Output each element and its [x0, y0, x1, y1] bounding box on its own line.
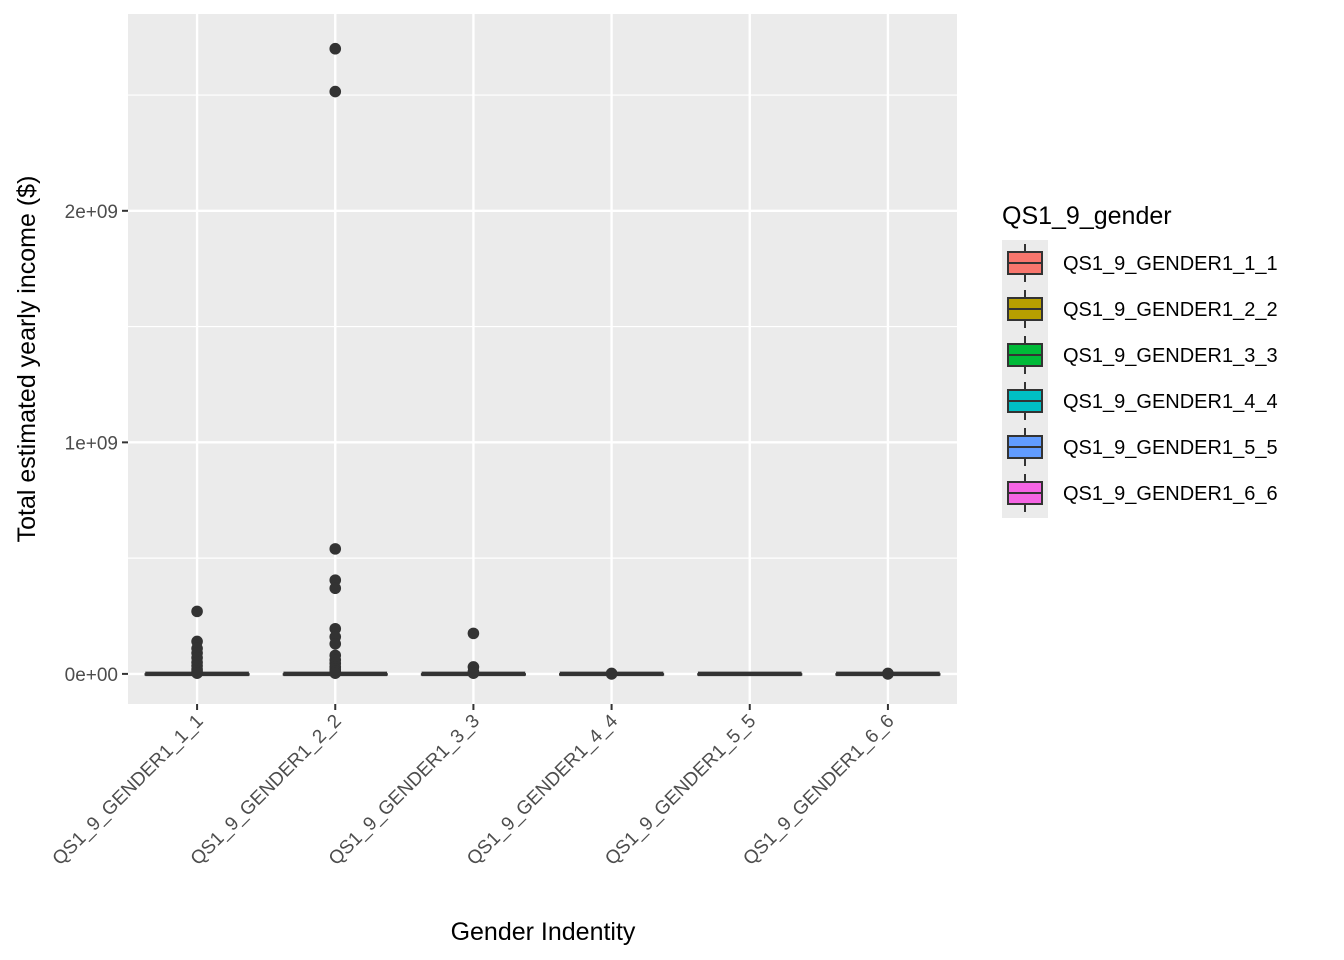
outlier-point — [191, 605, 203, 618]
outlier-point — [329, 85, 342, 98]
legend: QS1_9_gender QS1_9_GENDER1_1_1 QS1_9_GEND… — [1002, 202, 1278, 518]
y-tick-label: 2e+09 — [65, 202, 118, 223]
outlier-point — [605, 668, 618, 680]
legend-key — [1007, 428, 1043, 466]
outlier-point — [329, 42, 342, 55]
grid-major — [128, 14, 957, 704]
x-tick-label: QS1_9_GENDER1_3_3 — [325, 711, 484, 870]
panel-background — [128, 14, 957, 704]
outlier-layer — [191, 42, 894, 680]
x-tick-label: QS1_9_GENDER1_2_2 — [187, 711, 346, 870]
y-axis: 0e+00 1e+09 2e+09 — [65, 202, 128, 686]
outlier-point — [329, 622, 342, 635]
x-tick-label: QS1_9_GENDER1_6_6 — [739, 711, 898, 870]
grid-minor — [128, 94, 957, 559]
outlier-point — [329, 543, 342, 555]
y-tick-label: 0e+00 — [65, 665, 118, 686]
legend-title: QS1_9_gender — [1002, 202, 1172, 230]
outlier-point — [329, 637, 342, 650]
legend-label: QS1_9_GENDER1_1_1 — [1063, 253, 1278, 275]
x-axis: QS1_9_GENDER1_1_1QS1_9_GENDER1_2_2QS1_9_… — [49, 704, 898, 870]
legend-label: QS1_9_GENDER1_6_6 — [1063, 483, 1278, 505]
x-tick-label: QS1_9_GENDER1_4_4 — [463, 710, 622, 869]
legend-key — [1007, 474, 1043, 512]
legend-key — [1007, 244, 1043, 282]
outlier-point — [329, 667, 342, 680]
outlier-point — [467, 667, 480, 680]
outlier-point — [329, 574, 342, 586]
legend-label: QS1_9_GENDER1_5_5 — [1063, 437, 1278, 459]
x-axis-title: Gender Indentity — [451, 918, 636, 946]
outlier-point — [329, 582, 342, 595]
legend-key — [1007, 382, 1043, 420]
y-axis-title: Total estimated yearly income ($) — [13, 176, 41, 543]
y-tick-label: 1e+09 — [65, 433, 118, 454]
legend-label: QS1_9_GENDER1_2_2 — [1063, 299, 1278, 321]
outlier-point — [191, 667, 203, 680]
legend-label: QS1_9_GENDER1_3_3 — [1063, 345, 1278, 367]
x-tick-label: QS1_9_GENDER1_1_1 — [49, 711, 208, 870]
x-tick-label: QS1_9_GENDER1_5_5 — [601, 711, 760, 870]
outlier-point — [467, 627, 480, 640]
legend-key — [1007, 336, 1043, 374]
outlier-point — [882, 668, 894, 680]
legend-key — [1007, 290, 1043, 328]
legend-keys-background — [1002, 240, 1048, 518]
legend-label: QS1_9_GENDER1_4_4 — [1063, 391, 1278, 413]
